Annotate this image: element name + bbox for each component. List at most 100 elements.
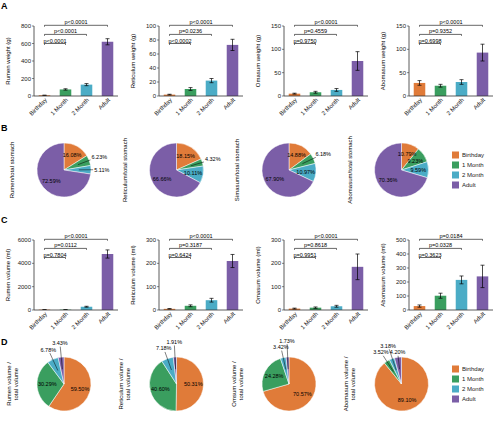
- significance-label: p=0.0236: [179, 28, 202, 34]
- error-cap: [356, 254, 360, 255]
- pie-slice: [389, 358, 401, 384]
- pie-panel: 89.10%3.52%3.18%4.20%Abomasum volume /to…: [343, 343, 428, 412]
- y-tick: [32, 26, 34, 27]
- bar: [435, 86, 447, 96]
- error-bar: [106, 250, 110, 258]
- x-axis-line: [159, 310, 243, 311]
- y-tick-label: 200: [21, 76, 32, 82]
- pie-label: 40.60%: [151, 386, 170, 392]
- error-bar: [418, 81, 422, 86]
- y-tick: [282, 286, 284, 287]
- significance-bracket: [295, 248, 337, 249]
- y-tick: [407, 296, 409, 297]
- significance-bracket: [170, 258, 191, 259]
- plot-area: [39, 39, 114, 96]
- significance-label: p<0.0001: [64, 19, 87, 25]
- significance-bracket: [45, 25, 108, 26]
- error-cap: [168, 94, 172, 95]
- x-tick-label: 2 Month: [71, 97, 91, 117]
- x-tick-label: Adult: [222, 97, 236, 111]
- plot-area: [289, 52, 364, 96]
- error-cap: [335, 307, 339, 308]
- error-bar: [189, 305, 193, 307]
- error-cap: [210, 298, 214, 299]
- leader-line: [174, 345, 175, 369]
- pie-title-line: total volume: [350, 367, 356, 400]
- pie-label: 4.32%: [205, 156, 221, 162]
- significance-bracket: [170, 25, 233, 26]
- error-cap: [439, 293, 443, 294]
- y-tick: [32, 286, 34, 287]
- pie-label: 70.57%: [293, 391, 312, 397]
- y-tick-label: 60: [149, 51, 156, 57]
- y-tick: [32, 78, 34, 79]
- significance-bracket: [420, 44, 441, 45]
- x-tick-label: 1 Month: [50, 97, 70, 117]
- pie-title: Reticulum volume /total volume: [118, 358, 131, 409]
- error-bar: [460, 80, 464, 85]
- plot-area: [164, 39, 239, 96]
- error-cap: [231, 39, 235, 40]
- pie-title: Omsum volume /total volume: [231, 361, 244, 407]
- bar-panel: 050100150Birthday1 Month2 MonthAdultOmas…: [255, 19, 368, 116]
- significance-bracket: [45, 258, 66, 259]
- leader-line: [165, 352, 172, 370]
- error-bar: [293, 93, 297, 95]
- error-cap: [189, 90, 193, 91]
- error-cap: [64, 88, 68, 89]
- error-cap: [168, 94, 172, 95]
- significance-label: p<0.0001: [189, 19, 212, 25]
- pie-label: 14.88%: [287, 152, 306, 158]
- error-bar: [356, 254, 360, 280]
- pie-label: 10.11%: [184, 170, 202, 176]
- error-line: [357, 254, 358, 280]
- pie-label: 1.91%: [166, 339, 182, 345]
- pie-title: Abomasum volume /total volume: [343, 356, 356, 411]
- legend-swatch: [452, 376, 459, 383]
- x-axis-line: [409, 310, 493, 311]
- error-cap: [418, 307, 422, 308]
- leader-line: [287, 344, 288, 369]
- error-line: [211, 79, 212, 83]
- y-tick-label: 4000: [18, 260, 32, 266]
- error-cap: [231, 267, 235, 268]
- legend-label: 1 Month: [462, 376, 484, 382]
- significance-label: p=0.6424: [168, 252, 191, 258]
- pie-title-line: total volume: [13, 367, 19, 400]
- plot-area: [414, 265, 489, 310]
- pie-title: Abomasum/total stomach: [347, 136, 353, 204]
- error-bar: [231, 39, 235, 50]
- y-tick-label: 50: [274, 70, 281, 76]
- y-axis-line: [284, 26, 285, 96]
- error-cap: [439, 298, 443, 299]
- pie-panel: 18.15%4.32%10.11%66.66%Reticulum/total s…: [122, 138, 221, 202]
- y-tick: [407, 282, 409, 283]
- significance-bracket: [45, 239, 108, 240]
- pie-title: Rumen volume /total volume: [6, 362, 19, 406]
- error-bar: [210, 79, 214, 83]
- pie-label: 3.52%: [373, 349, 389, 355]
- error-line: [482, 44, 483, 61]
- error-line: [190, 88, 191, 91]
- significance-bracket: [170, 44, 191, 45]
- x-tick-label: Adult: [472, 311, 486, 325]
- pie-label: 3.18%: [380, 343, 396, 349]
- y-tick: [157, 96, 159, 97]
- error-cap: [231, 50, 235, 51]
- y-tick: [407, 310, 409, 311]
- pie-slice: [173, 357, 176, 384]
- bar: [227, 45, 239, 96]
- error-cap: [85, 307, 89, 308]
- y-tick: [282, 240, 284, 241]
- significance-label: p<0.0001: [43, 38, 66, 44]
- bar: [456, 82, 468, 96]
- y-tick-label: 0: [28, 93, 32, 99]
- pie-title: Reticulum/total stomach: [122, 138, 128, 202]
- leader-line: [398, 356, 399, 370]
- plot-area: [164, 254, 239, 310]
- significance-bracket: [295, 34, 337, 35]
- x-tick-label: Birthday: [28, 97, 48, 117]
- error-cap: [460, 84, 464, 85]
- y-tick-label: 100: [271, 46, 282, 52]
- x-tick-label: 1 Month: [175, 97, 195, 117]
